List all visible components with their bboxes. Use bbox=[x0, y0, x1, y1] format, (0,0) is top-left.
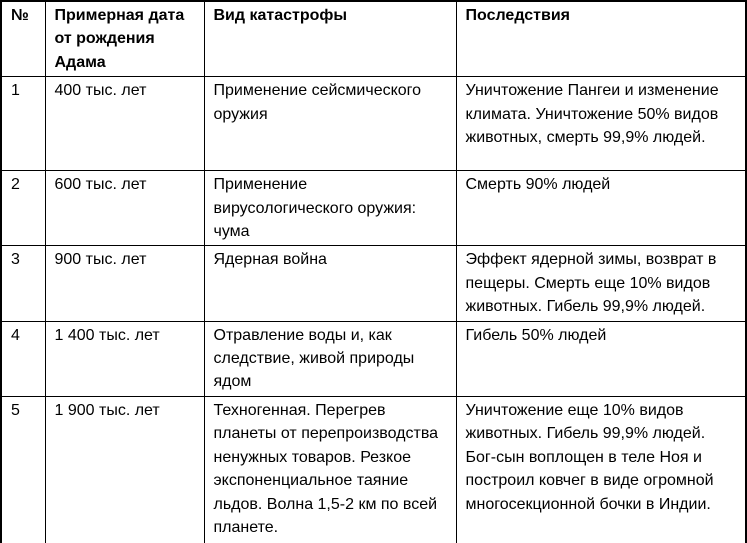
cell-consequences: Гибель 50% людей bbox=[455, 320, 747, 397]
table-row: 2 600 тыс. лет Применение вирусологическ… bbox=[0, 170, 747, 247]
table-header-row: № Примерная дата от рождения Адама Вид к… bbox=[0, 0, 747, 78]
cell-catastrophe: Отравление воды и, как следствие, живой … bbox=[203, 320, 457, 397]
cell-catastrophe: Ядерная война bbox=[203, 245, 457, 322]
cell-date: 900 тыс. лет bbox=[44, 245, 205, 322]
cell-consequences: Уничтожение Пангеи и изменение климата. … bbox=[455, 76, 747, 172]
table-row: 4 1 400 тыс. лет Отравление воды и, как … bbox=[0, 320, 747, 397]
column-header-consequences: Последствия bbox=[455, 0, 747, 78]
cell-consequences: Смерть 90% людей bbox=[455, 170, 747, 247]
column-header-number: № bbox=[0, 0, 46, 78]
cell-number: 5 bbox=[0, 395, 46, 543]
cell-date: 600 тыс. лет bbox=[44, 170, 205, 247]
cell-date: 1 400 тыс. лет bbox=[44, 320, 205, 397]
cell-date: 1 900 тыс. лет bbox=[44, 395, 205, 543]
cell-number: 4 bbox=[0, 320, 46, 397]
column-header-catastrophe-kind: Вид катастрофы bbox=[203, 0, 457, 78]
cell-catastrophe: Применение сейсмического оружия bbox=[203, 76, 457, 172]
cell-number: 3 bbox=[0, 245, 46, 322]
cell-catastrophe: Техногенная. Перегрев планеты от перепро… bbox=[203, 395, 457, 543]
cell-number: 1 bbox=[0, 76, 46, 172]
cell-consequences: Эффект ядерной зимы, возврат в пещеры. С… bbox=[455, 245, 747, 322]
table-row: 5 1 900 тыс. лет Техногенная. Перегрев п… bbox=[0, 395, 747, 543]
cell-number: 2 bbox=[0, 170, 46, 247]
cell-catastrophe: Применение вирусологического оружия: чум… bbox=[203, 170, 457, 247]
column-header-date: Примерная дата от рождения Адама bbox=[44, 0, 205, 78]
cell-date: 400 тыс. лет bbox=[44, 76, 205, 172]
cell-consequences: Уничтожение еще 10% видов животных. Гибе… bbox=[455, 395, 747, 543]
table-row: 3 900 тыс. лет Ядерная война Эффект ядер… bbox=[0, 245, 747, 322]
table-row: 1 400 тыс. лет Применение сейсмического … bbox=[0, 76, 747, 172]
